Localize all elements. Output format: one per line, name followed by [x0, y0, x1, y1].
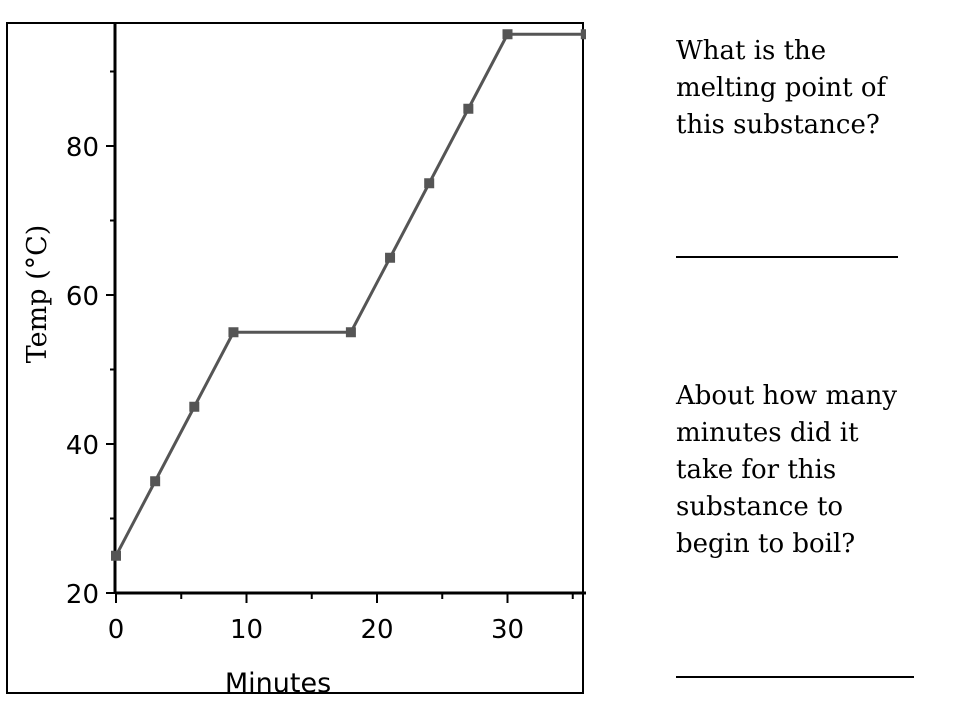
data-point — [424, 178, 435, 189]
y-axis-label: Temp (°C) — [22, 225, 53, 364]
data-point — [385, 252, 396, 263]
chart-frame: 20 40 60 80 0 10 20 30 Minutes Temp (°C) — [6, 22, 586, 696]
answer-line-melting-point[interactable] — [676, 256, 898, 258]
data-point — [228, 327, 239, 338]
x-tick-label: 10 — [230, 615, 263, 645]
question-boil-time: About how many minutes did it take for t… — [676, 381, 898, 559]
data-point — [463, 103, 474, 114]
x-axis-label: Minutes — [225, 668, 331, 696]
temperature-chart: 20 40 60 80 0 10 20 30 Minutes Temp (°C) — [22, 24, 586, 696]
data-point — [111, 550, 121, 561]
y-tick-label: 60 — [66, 282, 99, 312]
question-melting-point: What is the melting point of this substa… — [676, 36, 887, 140]
x-tick-label: 30 — [491, 615, 524, 645]
x-tick-label: 0 — [108, 615, 125, 645]
y-tick-label: 20 — [66, 580, 99, 610]
series-line — [114, 32, 586, 557]
data-point — [502, 29, 513, 40]
x-tick-label: 20 — [360, 615, 393, 645]
y-tick-label: 40 — [66, 431, 99, 461]
data-point — [580, 29, 586, 40]
data-point — [150, 476, 161, 487]
data-point — [345, 327, 356, 338]
data-point — [189, 401, 200, 412]
answer-line-boil-time[interactable] — [676, 676, 914, 678]
y-tick-label: 80 — [66, 133, 99, 163]
